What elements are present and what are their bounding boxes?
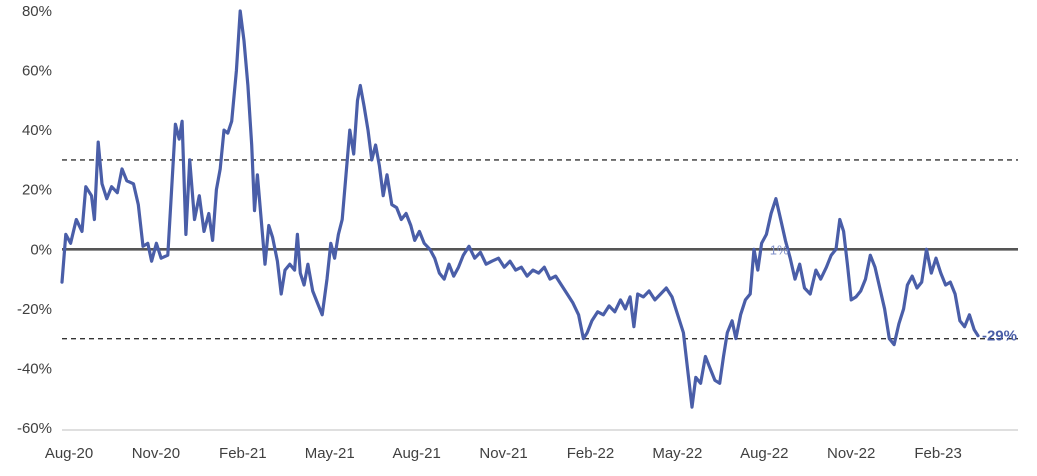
x-tick-label: Aug-22 [740,445,788,462]
y-tick-label: -40% [17,360,52,377]
y-tick-label: -60% [17,420,52,437]
series-line [60,9,980,409]
data-label-last: -29% [982,328,1017,345]
y-tick-label: 0% [30,241,52,258]
x-tick-label: Nov-20 [132,445,180,462]
data-label-faint: 1% [770,242,789,257]
reference-lines [62,159,1018,340]
x-tick-label: Feb-23 [914,445,962,462]
x-tick-label: Nov-22 [827,445,875,462]
x-tick-label: Feb-21 [219,445,267,462]
x-tick-label: Aug-20 [45,445,93,462]
x-tick-label: Aug-21 [392,445,440,462]
x-tick-label: Nov-21 [479,445,527,462]
y-tick-label: 40% [22,122,52,139]
y-tick-label: 60% [22,63,52,80]
x-tick-label: May-21 [305,445,355,462]
y-tick-label: 20% [22,182,52,199]
x-tick-label: Feb-22 [567,445,615,462]
x-axis-tick-labels: Aug-20 Nov-20 Feb-21 May-21 Aug-21 Nov-21 Feb-… [45,445,962,462]
y-tick-label: 80% [22,3,52,20]
x-tick-label: May-22 [652,445,702,462]
annotations: 1% -29% [770,242,1017,344]
y-tick-label: -20% [17,301,52,318]
y-axis-tick-labels: 80% 60% 40% 20% 0% -20% -40% -60% [17,3,52,437]
